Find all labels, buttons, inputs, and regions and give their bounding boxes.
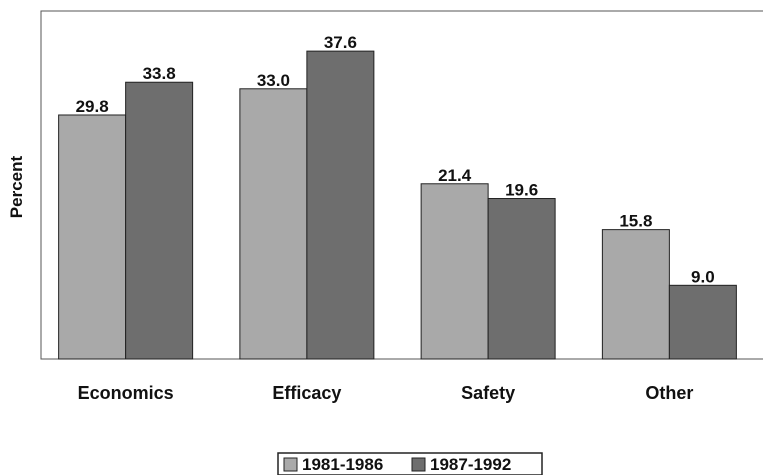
legend-swatch-series-1 bbox=[283, 457, 298, 472]
bar-other-series-2 bbox=[668, 284, 737, 360]
legend: 1981-1986 1987-1992 bbox=[277, 452, 543, 475]
legend-label-series-1: 1981-1986 bbox=[302, 455, 383, 474]
value-label-safety-series-2: 19.6 bbox=[505, 181, 538, 200]
bar-safety-series-2 bbox=[487, 198, 556, 360]
legend-swatch-series-2 bbox=[411, 457, 426, 472]
bar-other-series-1 bbox=[601, 229, 670, 360]
category-labels-group: Economics Efficacy Safety Other bbox=[78, 383, 694, 403]
bar-efficacy-series-2 bbox=[306, 50, 375, 360]
bar-economics-series-1 bbox=[58, 114, 127, 360]
value-label-economics-series-2: 33.8 bbox=[143, 64, 176, 83]
value-label-safety-series-1: 21.4 bbox=[438, 166, 472, 185]
value-label-efficacy-series-2: 37.6 bbox=[324, 33, 357, 52]
bars-group bbox=[58, 50, 737, 360]
value-labels-group: 29.8 33.8 33.0 37.6 21.4 19.6 15.8 9.0 bbox=[76, 33, 715, 286]
legend-label-series-2: 1987-1992 bbox=[430, 455, 511, 474]
value-label-other-series-2: 9.0 bbox=[691, 267, 715, 286]
category-label-economics: Economics bbox=[78, 383, 174, 403]
bar-safety-series-1 bbox=[420, 183, 489, 360]
plot-area-frame bbox=[40, 10, 763, 360]
bar-economics-series-2 bbox=[125, 81, 194, 360]
legend-box bbox=[277, 452, 543, 475]
value-label-other-series-1: 15.8 bbox=[619, 212, 652, 231]
category-label-efficacy: Efficacy bbox=[272, 383, 341, 403]
y-axis-label: Percent bbox=[7, 155, 26, 218]
bar-efficacy-series-1 bbox=[239, 88, 308, 360]
value-label-economics-series-1: 29.8 bbox=[76, 97, 109, 116]
category-label-safety: Safety bbox=[461, 383, 515, 403]
category-label-other: Other bbox=[645, 383, 693, 403]
value-label-efficacy-series-1: 33.0 bbox=[257, 71, 290, 90]
